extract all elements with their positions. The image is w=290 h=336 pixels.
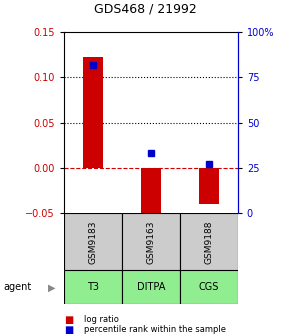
- Text: ■: ■: [64, 325, 73, 335]
- Text: T3: T3: [87, 282, 99, 292]
- Bar: [122, 213, 180, 270]
- Bar: [122, 270, 180, 304]
- Text: GSM9163: GSM9163: [146, 220, 155, 264]
- Bar: [141, 168, 161, 220]
- Bar: [64, 270, 122, 304]
- Text: ■: ■: [64, 315, 73, 325]
- Bar: [64, 213, 122, 270]
- Text: GSM9183: GSM9183: [88, 220, 97, 264]
- Text: GSM9188: GSM9188: [204, 220, 213, 264]
- Text: log ratio: log ratio: [84, 316, 119, 324]
- Text: agent: agent: [3, 282, 31, 292]
- Bar: [199, 168, 219, 204]
- Text: percentile rank within the sample: percentile rank within the sample: [84, 326, 226, 334]
- Text: GDS468 / 21992: GDS468 / 21992: [94, 2, 196, 15]
- Bar: [83, 57, 103, 168]
- Bar: [180, 270, 238, 304]
- Text: DITPA: DITPA: [137, 282, 165, 292]
- Bar: [180, 213, 238, 270]
- Text: CGS: CGS: [199, 282, 219, 292]
- Text: ▶: ▶: [48, 282, 56, 292]
